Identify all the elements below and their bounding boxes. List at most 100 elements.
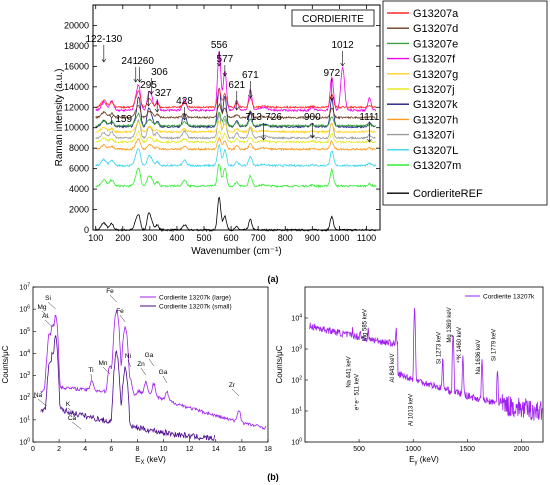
legend-entry: G13207m (413, 160, 461, 172)
legend-entry: G13207L (413, 145, 458, 157)
series-line-large (40, 309, 267, 430)
x-tick-label: 6 (109, 446, 113, 453)
y-tick-exponent: 4 (27, 349, 30, 355)
x-tick-label: 200 (115, 233, 130, 243)
cordierite-box-label: CORDIERITE (302, 14, 364, 25)
peak-label: 1111 (359, 112, 379, 123)
x-tick-label: 500 (353, 446, 365, 453)
peak-arrowhead (133, 78, 139, 83)
y-tick-label: 12000 (64, 102, 89, 112)
y-tick-label: 2000 (69, 205, 89, 215)
legend-entry: CordieriteREF (413, 188, 483, 200)
y-tick-label: 104 (291, 314, 302, 323)
y-tick-label: 18000 (64, 41, 89, 51)
peak-arrowhead (216, 62, 222, 67)
peak-label: 428 (176, 96, 193, 107)
x-tick-label: 100 (88, 233, 103, 243)
y-tick-exponent: 2 (27, 393, 30, 399)
peak-label: 122-130 (85, 34, 122, 45)
x-tick-label: 1000 (405, 446, 421, 453)
x-tick-label: 12 (186, 446, 194, 453)
panel-b-label: (b) (267, 472, 279, 482)
peak-label: 900 (304, 112, 321, 123)
peak-arrowhead (340, 62, 345, 67)
peak-annotation: Fe (116, 308, 124, 315)
peak-annotation: Mg 1369 keV (447, 307, 453, 342)
peak-label: 306 (151, 67, 168, 78)
x-axis-label: Eγ (keV) (409, 455, 439, 466)
legend-entry: G13207e (413, 38, 458, 50)
peak-annotation: Mn (98, 360, 107, 367)
y-tick-label: 101 (19, 415, 30, 424)
x-axis-label: EX (keV) (135, 455, 166, 466)
x-axis-label: Wavenumber (cm⁻¹) (191, 246, 281, 257)
y-tick-label: 101 (291, 407, 302, 416)
peak-label: 621 (228, 80, 245, 91)
y-tick-label: 100 (291, 438, 302, 447)
x-axis-label-unit: (keV) (145, 455, 167, 464)
y-axis-label: Counts/μC (1, 345, 10, 383)
peak-annotation: K (66, 401, 71, 408)
raman-chart: 100 200 300 400 500 600 700 800 900 1000 1100 0 2000… (54, 4, 381, 257)
peak-arrowhead (146, 102, 151, 107)
plot-frame (32, 286, 269, 443)
peak-annotation: Mg 585 keV (362, 309, 368, 341)
peak-annotation: Al (42, 313, 48, 320)
peak-arrowhead (248, 94, 253, 99)
legend-entry: Cordierite 13207k (small) (159, 304, 232, 311)
peak-annotation: Al 1013 keV (409, 394, 415, 426)
x-tick-label: 800 (278, 233, 293, 243)
peak-annotation: Zr (229, 382, 236, 389)
annotation-line (47, 301, 56, 310)
x-tick-label: 10 (160, 446, 168, 453)
peak-arrowhead (234, 106, 240, 111)
raman-legend: G13207a G13207d G13207e G13207f G13207g G1320… (382, 0, 548, 206)
series-line (95, 87, 377, 110)
x-tick-label: 18 (264, 446, 272, 453)
y-tick-label: 16000 (64, 61, 89, 71)
peak-label: 577 (217, 54, 234, 65)
y-tick-exponent: 5 (27, 327, 30, 333)
series-line (308, 308, 543, 421)
peak-arrowhead (182, 116, 187, 121)
peak-arrowhead (329, 96, 335, 101)
y-tick-exponent: 3 (27, 371, 30, 377)
y-tick-exponent: 6 (27, 305, 30, 311)
x-axis-label-unit: (keV) (418, 455, 440, 464)
x-tick-label: 0 (31, 446, 35, 453)
legend-entry: G13207i (413, 130, 455, 142)
legend-entry: Cordierite 13207k (large) (159, 295, 231, 302)
peak-annotation: Zn (137, 361, 145, 368)
y-tick-exponent: 0 (27, 438, 30, 444)
legend-entry: G13207g (413, 69, 458, 81)
peak-annotation: Al 843 keV (390, 353, 396, 382)
y-tick-label: 106 (19, 305, 30, 314)
peak-label: 159 (115, 114, 132, 125)
y-tick-label: 14000 (64, 82, 89, 92)
peak-arrowhead (109, 114, 114, 119)
annotation-line (71, 421, 82, 430)
x-tick-label: 8 (135, 446, 139, 453)
y-tick-label: 0 (84, 225, 89, 235)
peak-label: 713-726 (245, 112, 282, 123)
y-tick-label: 105 (19, 327, 30, 336)
peak-annotation: Si (45, 295, 51, 302)
pixe-chart: 0 2 4 6 8 10 12 14 16 18100101102103104105106107E… (1, 283, 272, 467)
peak-arrowhead (367, 138, 372, 143)
cordierite-box (291, 9, 375, 27)
peak-annotation: Ga (145, 352, 154, 359)
y-tick-label: 103 (19, 371, 30, 380)
peak-label: 671 (242, 70, 259, 81)
legend-entry: Cordierite 13207k (483, 294, 535, 301)
series-line (95, 130, 377, 145)
peak-annotation: Fe (106, 288, 114, 295)
x-axis-label-sub: X (140, 460, 144, 466)
series-line (95, 120, 376, 135)
peak-label: 295 (140, 80, 157, 91)
y-axis-label: Raman intensity (a.u.) (54, 69, 65, 167)
peak-annotation: Na 1636 keV (476, 340, 482, 375)
peak-label: 972 (323, 68, 340, 79)
annotation-line (44, 319, 53, 328)
legend-entry: G13207j (413, 84, 455, 96)
